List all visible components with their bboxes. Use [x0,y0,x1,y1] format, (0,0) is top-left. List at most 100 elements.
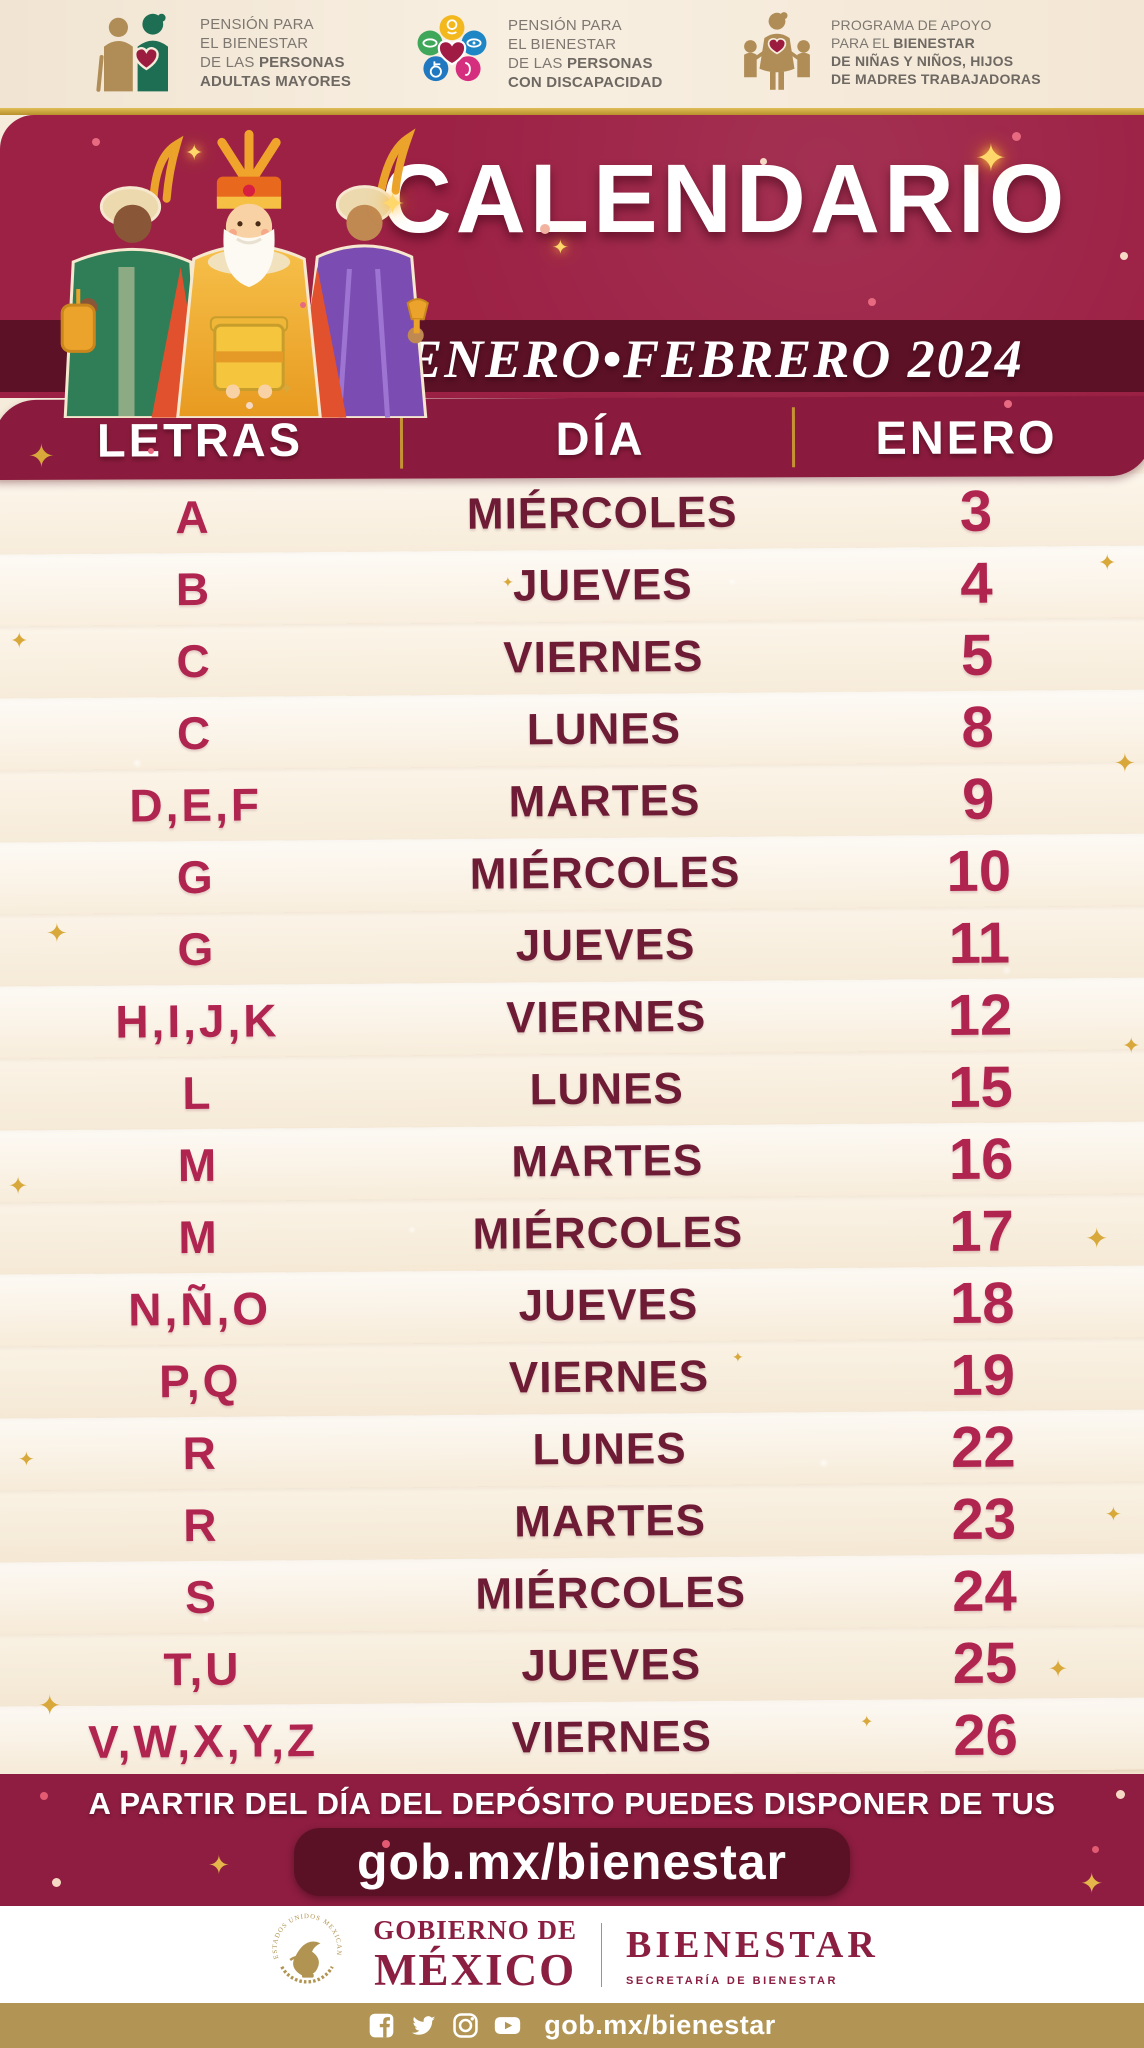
row-letters: C [176,634,213,688]
calendar-rows: A MIÉRCOLES 3 B JUEVES 4 C VIERNES 5 [0,473,1144,1779]
row-date: 4 [960,550,993,616]
row-letters: R [182,1426,220,1480]
row-letters: T,U [163,1642,242,1696]
three-kings-illustration [60,128,429,418]
row-date: 10 [946,838,1012,904]
calendar-table: A MIÉRCOLES 3 B JUEVES 4 C VIERNES 5 [0,473,1144,1779]
row-date: 22 [950,1414,1016,1480]
table-row: M MIÉRCOLES 17 [0,1193,1144,1275]
program-adultos-mayores: PENSIÓN PARA EL BIENESTAR DE LAS PERSONA… [92,10,351,96]
footer-band: A PARTIR DEL DÍA DEL DEPÓSITO PUEDES DIS… [0,1774,1144,1906]
row-letters: M [178,1210,220,1264]
gobmx-bienestar-button[interactable]: gob.mx/bienestar [294,1828,850,1896]
row-day: VIERNES [508,1351,710,1403]
row-date: 12 [947,982,1013,1048]
row-day: LUNES [529,1064,684,1115]
instagram-icon[interactable] [452,2012,479,2039]
table-row: A MIÉRCOLES 3 [0,473,1144,555]
row-date: 26 [953,1702,1019,1768]
table-row: R LUNES 22 [0,1409,1144,1491]
row-letters: A [175,490,212,544]
table-row: S MIÉRCOLES 24 [0,1553,1144,1635]
table-row: C VIERNES 5 [0,617,1144,699]
gold-divider [0,108,1144,115]
table-row: M MARTES 16 [0,1121,1144,1203]
row-date: 19 [950,1342,1016,1408]
table-row: G JUEVES 11 [0,905,1144,987]
row-letters: G [176,850,216,904]
social-url[interactable]: gob.mx/bienestar [544,2010,776,2040]
row-day: LUNES [532,1424,687,1475]
social-bar: gob.mx/bienestar [0,2003,1144,2048]
row-letters: N,Ñ,O [128,1282,272,1336]
row-letters: M [177,1138,220,1192]
row-day: JUEVES [518,1280,699,1331]
programs-header: PENSIÓN PARA EL BIENESTAR DE LAS PERSONA… [0,0,1144,108]
row-date: 24 [951,1558,1017,1624]
program-text: PENSIÓN PARA EL BIENESTAR DE LAS PERSONA… [200,16,352,90]
row-day: VIERNES [503,631,704,683]
table-row: C LUNES 8 [0,689,1144,771]
row-letters: V,W,X,Y,Z [87,1714,319,1768]
mother-children-heart-icon [744,12,810,90]
row-letters: H,I,J,K [115,994,280,1048]
table-row: H,I,J,K VIERNES 12 [0,977,1144,1059]
table-row: R MARTES 23 [0,1481,1144,1563]
row-date: 18 [949,1270,1015,1336]
row-letters: C [176,706,214,760]
row-day: MARTES [514,1495,707,1547]
row-date: 9 [961,766,995,832]
row-day: MIÉRCOLES [469,847,741,899]
row-date: 25 [952,1630,1018,1696]
row-day: LUNES [526,704,682,755]
row-day: MARTES [511,1135,704,1187]
row-letters: P,Q [158,1354,242,1408]
mexico-eagle-emblem: ESTADOS UNIDOS MEXICANOS [265,1913,342,1984]
row-date: 16 [948,1126,1014,1192]
row-date: 15 [947,1054,1013,1120]
row-day: MIÉRCOLES [466,487,738,539]
row-letters: B [175,562,213,616]
table-row: T,U JUEVES 25 [0,1625,1144,1707]
row-day: MARTES [508,775,701,827]
table-row: B JUEVES 4 [0,545,1144,627]
row-day: MIÉRCOLES [475,1567,747,1619]
table-row: V,W,X,Y,Z VIERNES 26 [0,1697,1144,1779]
program-discapacidad: PENSIÓN PARA EL BIENESTAR DE LAS PERSONA… [408,10,663,98]
column-divider [791,407,796,468]
row-day: JUEVES [515,920,696,971]
row-day: JUEVES [521,1640,702,1691]
table-row: N,Ñ,O JUEVES 18 [0,1265,1144,1347]
row-letters: S [184,1570,219,1624]
row-date: 8 [961,694,995,760]
row-day: VIERNES [505,991,707,1043]
poster-title: CALENDARIO [381,144,1069,253]
table-row: P,Q VIERNES 19 [0,1337,1144,1419]
table-row: D,E,F MARTES 9 [0,761,1144,843]
row-letters: L [182,1066,214,1120]
elderly-couple-heart-icon [96,13,168,92]
bienestar-wordmark: BIENESTAR SECRETARÍA DE BIENESTAR [625,1923,879,1987]
row-letters: D,E,F [129,778,263,832]
facebook-icon[interactable] [368,2012,395,2039]
program-madres-trabajadoras: PROGRAMA DE APOYO PARA EL BIENESTAR DE N… [735,8,1041,96]
government-bar: ESTADOS UNIDOS MEXICANOS GOBIERNO DE MÉX… [0,1906,1144,2003]
youtube-icon[interactable] [494,2012,521,2039]
poster-subtitle: ENERO•FEBRERO 2024 [406,329,1024,389]
row-date: 11 [948,910,1011,976]
row-date: 3 [959,478,993,544]
row-date: 5 [960,622,994,688]
brand-divider [600,1922,602,1987]
gobmx-bienestar-label: gob.mx/bienestar [357,1834,787,1890]
gobierno-de-mexico-wordmark: GOBIERNO DE MÉXICO [373,1914,577,1995]
row-letters: R [183,1498,220,1552]
row-date: 23 [951,1486,1017,1552]
program-text: PROGRAMA DE APOYO PARA EL BIENESTAR DE N… [831,17,1041,87]
table-row: L LUNES 15 [0,1049,1144,1131]
twitter-icon[interactable] [410,2012,437,2039]
disability-flower-heart-icon [417,15,487,82]
table-row: G MIÉRCOLES 10 [0,833,1144,915]
row-day: JUEVES [512,560,693,611]
row-day: VIERNES [511,1711,713,1763]
